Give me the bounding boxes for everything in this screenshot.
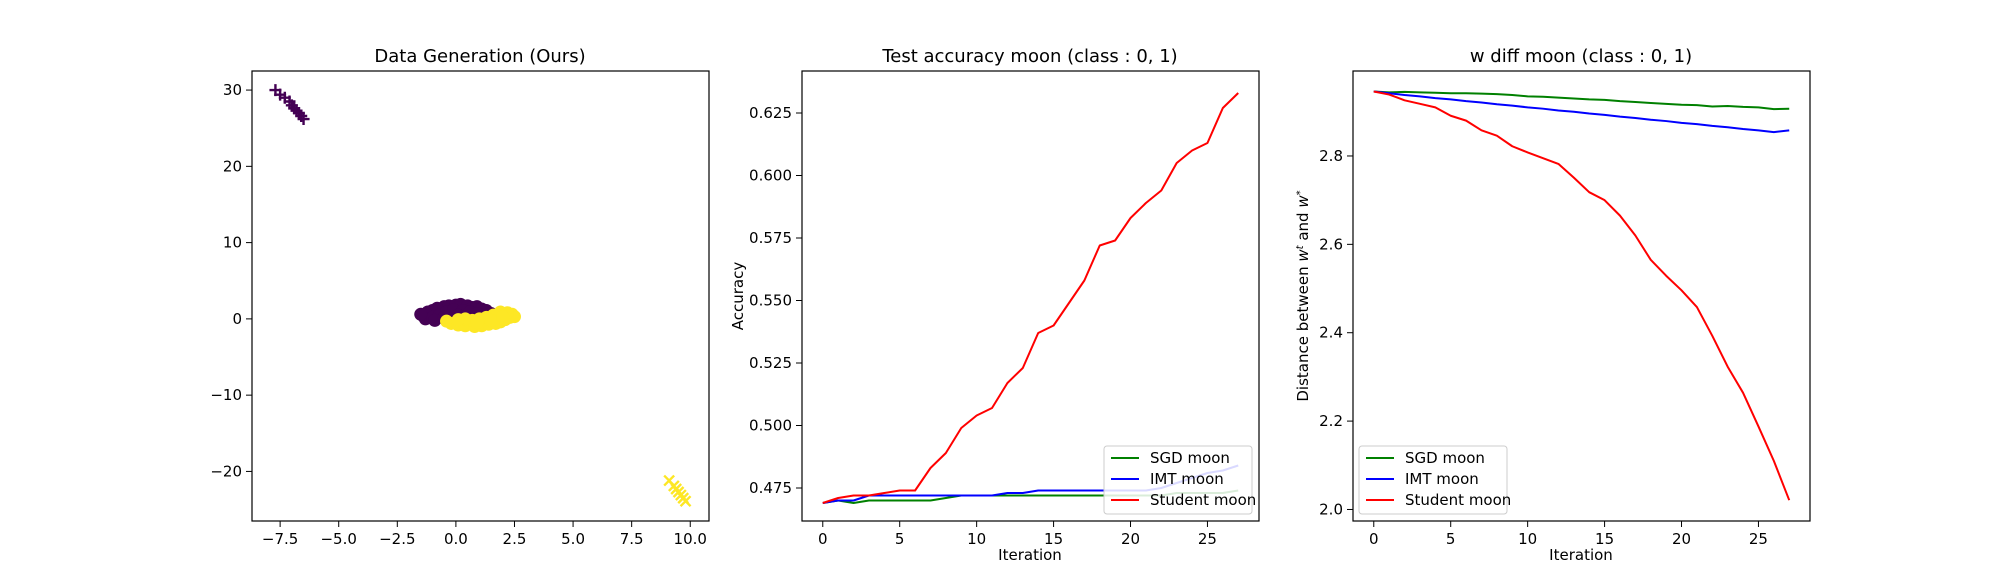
- accuracy-y-axis-label: Accuracy: [729, 262, 747, 331]
- accuracy-title: Test accuracy moon (class : 0, 1): [881, 46, 1177, 67]
- accuracy-x-axis-label: Iteration: [998, 546, 1062, 564]
- wdiff-x-ticks: 0 5 10 15 20 25: [1369, 521, 1768, 548]
- wdiff-axes-frame: [1352, 70, 1811, 522]
- wdiff-plot-area: [1352, 70, 1811, 522]
- scatter-x-tick-label: 7.5: [620, 530, 644, 548]
- accuracy-y-tick-label: 0.500: [749, 417, 792, 435]
- scatter-point: [470, 316, 484, 330]
- scatter-panel: Data Generation (Ours) −7.5 −5.0 −2.5 0.0 2.…: [210, 46, 710, 548]
- wdiff-y-tick-label: 2.4: [1319, 324, 1343, 342]
- accuracy-y-tick-label: 0.575: [749, 229, 792, 247]
- wdiff-ylabel-part: w: [1294, 249, 1312, 262]
- accuracy-x-ticks: 0 5 10 15 20 25: [818, 521, 1217, 548]
- wdiff-y-tick-label: 2.8: [1319, 147, 1343, 165]
- wdiff-series-line: [1373, 90, 1790, 134]
- scatter-plus-point: [297, 113, 310, 126]
- wdiff-lines: [1373, 90, 1791, 501]
- scatter-point: [496, 310, 510, 324]
- scatter-x-tick-label: 2.5: [503, 530, 527, 548]
- accuracy-panel: Test accuracy moon (class : 0, 1) 0 5 10 15…: [729, 46, 1260, 564]
- wdiff-y-tick-label: 2.2: [1319, 412, 1343, 430]
- accuracy-y-tick-label: 0.600: [749, 167, 792, 185]
- wdiff-x-tick-label: 0: [1369, 530, 1379, 548]
- wdiff-x-tick-label: 15: [1595, 530, 1614, 548]
- scatter-point: [484, 313, 498, 327]
- accuracy-y-tick-label: 0.625: [749, 104, 792, 122]
- scatter-x-tick-label: −7.5: [262, 530, 298, 548]
- wdiff-ylabel-part: Distance between: [1294, 262, 1312, 402]
- accuracy-legend: SGD moon IMT moon Student moon: [1103, 445, 1256, 515]
- wdiff-legend-box: [1358, 445, 1508, 515]
- scatter-plot-area: [251, 70, 710, 522]
- scatter-y-tick-label: 20: [223, 157, 242, 175]
- accuracy-y-tick-label: 0.525: [749, 354, 792, 372]
- accuracy-legend-label: IMT moon: [1150, 470, 1224, 488]
- scatter-point: [414, 307, 428, 321]
- accuracy-x-tick-label: 5: [895, 530, 905, 548]
- wdiff-legend-label: SGD moon: [1405, 449, 1485, 467]
- scatter-y-tick-label: −10: [210, 386, 242, 404]
- wdiff-legend-label: Student moon: [1405, 491, 1511, 509]
- accuracy-x-tick-label: 15: [1044, 530, 1063, 548]
- wdiff-title: w diff moon (class : 0, 1): [1470, 46, 1692, 67]
- wdiff-x-tick-label: 10: [1518, 530, 1537, 548]
- accuracy-legend-label: Student moon: [1150, 491, 1256, 509]
- accuracy-x-tick-label: 25: [1198, 530, 1217, 548]
- scatter-x-point: [679, 495, 692, 508]
- wdiff-ylabel-part: w: [1294, 195, 1312, 208]
- accuracy-x-tick-label: 20: [1121, 530, 1140, 548]
- scatter-point: [451, 313, 465, 327]
- scatter-x-tick-label: −5.0: [320, 530, 356, 548]
- accuracy-legend-box: [1103, 445, 1253, 515]
- scatter-x-tick-label: 5.0: [561, 530, 585, 548]
- wdiff-x-tick-label: 25: [1749, 530, 1768, 548]
- accuracy-x-tick-label: 10: [967, 530, 986, 548]
- wdiff-y-axis-label: Distance between wt and w*: [1294, 190, 1312, 401]
- wdiff-ylabel-part: t: [1295, 244, 1306, 249]
- scatter-x-ticks: −7.5 −5.0 −2.5 0.0 2.5 5.0 7.5 10.0: [262, 521, 707, 548]
- wdiff-ylabel-part: and: [1294, 208, 1312, 246]
- wdiff-x-axis-label: Iteration: [1549, 546, 1613, 564]
- accuracy-x-tick-label: 0: [818, 530, 828, 548]
- wdiff-legend: SGD moon IMT moon Student moon: [1358, 445, 1511, 515]
- accuracy-series-line: [822, 92, 1239, 504]
- accuracy-y-ticks: 0.475 0.500 0.525 0.550 0.575 0.600 0.625: [749, 104, 802, 497]
- wdiff-ylabel-part: *: [1295, 190, 1306, 195]
- scatter-y-tick-label: 0: [232, 310, 242, 328]
- scatter-y-tick-label: −20: [210, 462, 242, 480]
- wdiff-series-line: [1373, 90, 1790, 111]
- wdiff-y-tick-label: 2.0: [1319, 500, 1343, 518]
- scatter-x-tick-label: 10.0: [674, 530, 707, 548]
- wdiff-legend-label: IMT moon: [1405, 470, 1479, 488]
- wdiff-y-ticks: 2.0 2.2 2.4 2.6 2.8: [1319, 147, 1353, 518]
- scatter-title: Data Generation (Ours): [374, 46, 585, 67]
- accuracy-lines: [822, 92, 1239, 504]
- scatter-y-tick-label: 30: [223, 81, 242, 99]
- wdiff-y-tick-label: 2.6: [1319, 235, 1343, 253]
- accuracy-axes-frame: [801, 70, 1260, 522]
- wdiff-x-tick-label: 5: [1446, 530, 1456, 548]
- accuracy-y-tick-label: 0.550: [749, 292, 792, 310]
- wdiff-series-line: [1373, 90, 1791, 501]
- wdiff-x-tick-label: 20: [1672, 530, 1691, 548]
- scatter-x-tick-label: 0.0: [444, 530, 468, 548]
- scatter-y-ticks: −20 −10 0 10 20 30: [210, 81, 252, 480]
- accuracy-legend-label: SGD moon: [1150, 449, 1230, 467]
- accuracy-y-tick-label: 0.475: [749, 479, 792, 497]
- scatter-x-tick-label: −2.5: [379, 530, 415, 548]
- scatter-y-tick-label: 10: [223, 234, 242, 252]
- wdiff-panel: w diff moon (class : 0, 1) 0 5 10 15 20 25 2.…: [1294, 46, 1811, 564]
- scatter-axes-frame: [251, 70, 710, 522]
- scatter-marks: [269, 84, 692, 508]
- accuracy-plot-area: [801, 70, 1260, 522]
